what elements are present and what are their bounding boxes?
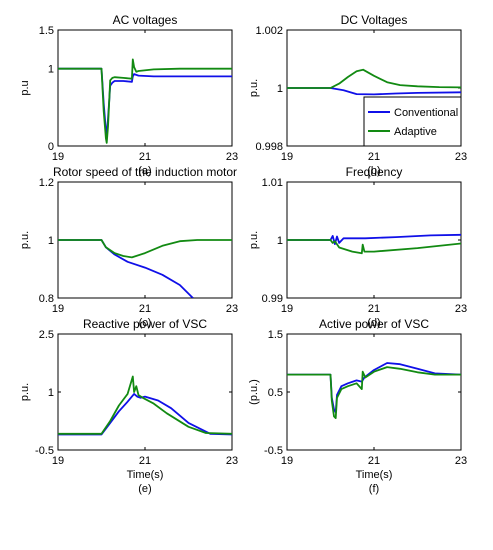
x-tick-label: 21 [139, 303, 151, 315]
y-tick-label: 1.002 [255, 25, 283, 37]
y-tick-label: 0.8 [39, 293, 54, 305]
panel-f: 19 21 23 -0.5 0.5 1.5 Active power of VSC (p.u.… [248, 317, 467, 495]
panel-caption: (d) [367, 317, 380, 329]
y-tick-label: 1.01 [262, 177, 283, 189]
series-line-conventional [58, 393, 232, 436]
x-axis-label: Time(s) [127, 469, 164, 481]
y-tick-label: 0.99 [262, 293, 283, 305]
x-tick-label: 21 [139, 151, 151, 163]
y-tick-label: 1 [48, 235, 54, 247]
x-tick-label: 23 [455, 151, 467, 163]
chart-title: Rotor speed of the induction motor [53, 165, 237, 179]
series-line-conventional [287, 233, 461, 245]
series-line-adaptive [58, 375, 232, 435]
legend: Conventional Adaptive [363, 96, 462, 147]
chart-title: Active power of VSC [319, 317, 429, 331]
panel-caption: (f) [369, 483, 379, 495]
legend-label-conventional: Conventional [394, 107, 458, 119]
x-tick-label: 23 [226, 303, 238, 315]
chart-title: AC voltages [113, 13, 178, 27]
y-tick-label: -0.5 [264, 445, 283, 457]
chart-title: DC Voltages [341, 13, 408, 27]
axes-box [57, 29, 233, 147]
x-tick-label: 21 [368, 151, 380, 163]
y-tick-label: 1 [277, 235, 283, 247]
y-tick-label: 0.998 [255, 141, 283, 153]
panel-caption: (a) [138, 165, 151, 177]
x-tick-label: 19 [52, 455, 64, 467]
y-tick-label: 1.5 [268, 329, 283, 341]
y-tick-label: 1.2 [39, 177, 54, 189]
x-tick-label: 21 [368, 303, 380, 315]
panel-d: 19 21 23 0.99 1 1.01 Frequency p.u. (d) [248, 165, 467, 329]
y-axis-label: p.u. [19, 231, 31, 249]
legend-box [363, 96, 462, 147]
panel-b: 19 21 23 0.998 1 1.002 DC Voltages p.u. (b) Conve… [248, 13, 467, 177]
y-axis-label: p.u [19, 80, 31, 95]
x-tick-label: 23 [455, 455, 467, 467]
x-tick-label: 23 [226, 455, 238, 467]
panel-a: 19 21 23 0 1 1.5 AC voltages p.u (a) [19, 13, 238, 177]
y-axis-label: (p.u.) [248, 379, 260, 405]
x-tick-label: 19 [281, 455, 293, 467]
panel-caption: (e) [138, 483, 151, 495]
y-axis-label: p.u. [248, 79, 260, 97]
series-line-conventional [287, 87, 461, 96]
y-tick-label: 1 [277, 83, 283, 95]
series-line-adaptive [287, 239, 461, 255]
chart-title: Reactive power of VSC [83, 317, 207, 331]
panel-caption: (c) [139, 317, 152, 329]
legend-label-adaptive: Adaptive [394, 126, 437, 138]
series-line-adaptive [58, 239, 232, 259]
y-axis-label: p.u. [248, 231, 260, 249]
series-line-adaptive [287, 366, 461, 419]
axes-box [286, 333, 462, 451]
chart-title: Frequency [346, 165, 403, 179]
y-tick-label: 1 [48, 64, 54, 76]
y-tick-label: 1 [48, 387, 54, 399]
series-line-adaptive [58, 58, 232, 144]
x-tick-label: 19 [52, 151, 64, 163]
series-line-adaptive [287, 68, 461, 89]
x-tick-label: 21 [139, 455, 151, 467]
x-tick-label: 23 [455, 303, 467, 315]
panel-e: 19 21 23 -0.5 1 2.5 Reactive power of VSC p.u. T… [19, 317, 238, 495]
y-axis-label: p.u. [19, 383, 31, 401]
y-tick-label: 1.5 [39, 25, 54, 37]
panel-caption: (b) [367, 165, 380, 177]
x-tick-label: 19 [52, 303, 64, 315]
y-tick-label: 0.5 [268, 387, 283, 399]
x-axis-label: Time(s) [356, 469, 393, 481]
x-tick-label: 19 [281, 151, 293, 163]
x-tick-label: 21 [368, 455, 380, 467]
x-tick-label: 23 [226, 151, 238, 163]
y-tick-label: -0.5 [35, 445, 54, 457]
y-tick-label: 0 [48, 141, 54, 153]
y-tick-label: 2.5 [39, 329, 54, 341]
x-tick-label: 19 [281, 303, 293, 315]
